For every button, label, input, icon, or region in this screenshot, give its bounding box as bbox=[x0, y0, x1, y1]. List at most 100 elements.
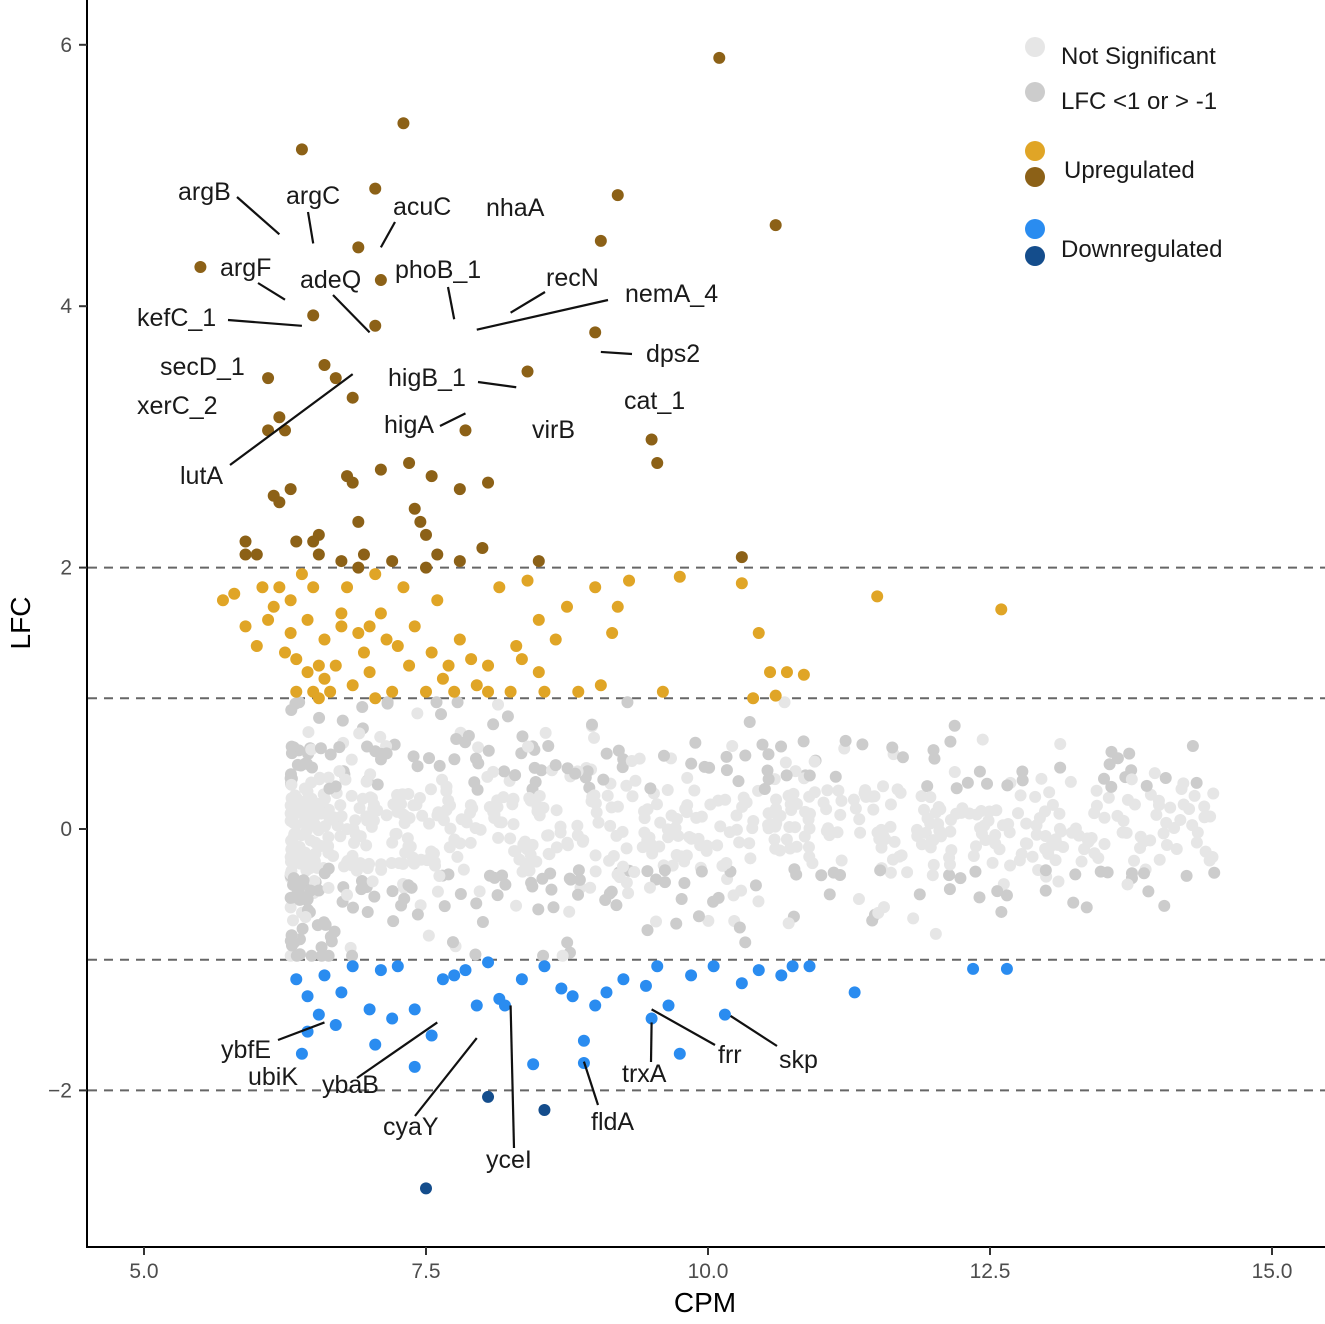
point bbox=[442, 659, 455, 672]
point bbox=[532, 555, 545, 568]
point-background bbox=[622, 887, 635, 900]
point-background bbox=[571, 819, 584, 832]
point-background bbox=[334, 830, 347, 843]
point-background bbox=[532, 903, 545, 916]
point-background bbox=[907, 912, 920, 925]
point-background bbox=[442, 868, 455, 881]
point-background bbox=[692, 910, 705, 923]
gene-label: ubiK bbox=[248, 1063, 298, 1091]
point-background bbox=[516, 730, 529, 743]
point bbox=[374, 964, 387, 977]
point-background bbox=[1140, 779, 1153, 792]
point-background bbox=[823, 888, 836, 901]
point bbox=[735, 977, 748, 990]
point-background bbox=[469, 948, 482, 961]
point-background bbox=[554, 826, 567, 839]
point-background bbox=[488, 804, 501, 817]
point bbox=[425, 1029, 438, 1042]
point-background bbox=[681, 799, 694, 812]
x-axis-title: CPM bbox=[674, 1287, 736, 1318]
point-background bbox=[689, 736, 702, 749]
point-background bbox=[808, 755, 821, 768]
point bbox=[346, 960, 359, 973]
point-background bbox=[304, 834, 317, 847]
point-background bbox=[681, 771, 694, 784]
leader-line bbox=[439, 412, 466, 427]
point bbox=[566, 990, 579, 1003]
point bbox=[611, 600, 624, 613]
point-background bbox=[585, 718, 598, 731]
point-background bbox=[293, 882, 306, 895]
point bbox=[295, 568, 308, 581]
point-background bbox=[305, 776, 318, 789]
point-background bbox=[1157, 827, 1170, 840]
point-background bbox=[888, 835, 901, 848]
point bbox=[459, 964, 472, 977]
point-background bbox=[973, 765, 986, 778]
point-background bbox=[364, 791, 377, 804]
point bbox=[290, 653, 303, 666]
point-background bbox=[769, 842, 782, 855]
point-background bbox=[414, 899, 427, 912]
point-background bbox=[658, 864, 671, 877]
point-background bbox=[803, 850, 816, 863]
point-background bbox=[973, 891, 986, 904]
point-background bbox=[1080, 901, 1093, 914]
point-background bbox=[285, 704, 298, 717]
point-background bbox=[982, 814, 995, 827]
point bbox=[408, 1060, 421, 1073]
point-background bbox=[1105, 745, 1118, 758]
point-background bbox=[285, 740, 298, 753]
point bbox=[318, 969, 331, 982]
point-background bbox=[785, 804, 798, 817]
point-background bbox=[1134, 841, 1147, 854]
point-background bbox=[1026, 850, 1039, 863]
x-tick-label: 7.5 bbox=[411, 1260, 440, 1283]
point-background bbox=[348, 836, 361, 849]
point bbox=[594, 234, 607, 247]
point-background bbox=[661, 783, 674, 796]
point-background bbox=[585, 795, 598, 808]
point-background bbox=[290, 795, 303, 808]
point bbox=[329, 372, 342, 385]
point-background bbox=[397, 857, 410, 870]
point-background bbox=[730, 823, 743, 836]
point-background bbox=[963, 807, 976, 820]
point-background bbox=[884, 866, 897, 879]
point-background bbox=[989, 837, 1002, 850]
point-background bbox=[1064, 775, 1077, 788]
point-background bbox=[685, 832, 698, 845]
point-background bbox=[1082, 836, 1095, 849]
point-background bbox=[346, 949, 359, 962]
point bbox=[341, 581, 354, 594]
point bbox=[431, 548, 444, 561]
point bbox=[645, 433, 658, 446]
point-background bbox=[411, 707, 424, 720]
gene-label: argB bbox=[178, 178, 231, 206]
gene-label: virB bbox=[532, 416, 575, 444]
point-background bbox=[346, 901, 359, 914]
point-background bbox=[430, 696, 443, 709]
point-background bbox=[654, 816, 667, 829]
point bbox=[797, 668, 810, 681]
point bbox=[769, 689, 782, 702]
point-background bbox=[620, 779, 633, 792]
point bbox=[420, 1182, 432, 1195]
point-background bbox=[590, 806, 603, 819]
point-background bbox=[616, 825, 629, 838]
point-background bbox=[530, 855, 543, 868]
point-background bbox=[799, 805, 812, 818]
y-axis-title: LFC bbox=[5, 597, 36, 650]
point-background bbox=[446, 936, 459, 949]
point-background bbox=[688, 784, 701, 797]
point-background bbox=[1039, 864, 1052, 877]
point-background bbox=[720, 750, 733, 763]
point-background bbox=[868, 790, 881, 803]
point-background bbox=[473, 885, 486, 898]
point-background bbox=[935, 830, 948, 843]
point bbox=[752, 964, 765, 977]
point-background bbox=[944, 735, 957, 748]
point-background bbox=[1000, 889, 1013, 902]
point-background bbox=[398, 892, 411, 905]
point-background bbox=[472, 757, 485, 770]
